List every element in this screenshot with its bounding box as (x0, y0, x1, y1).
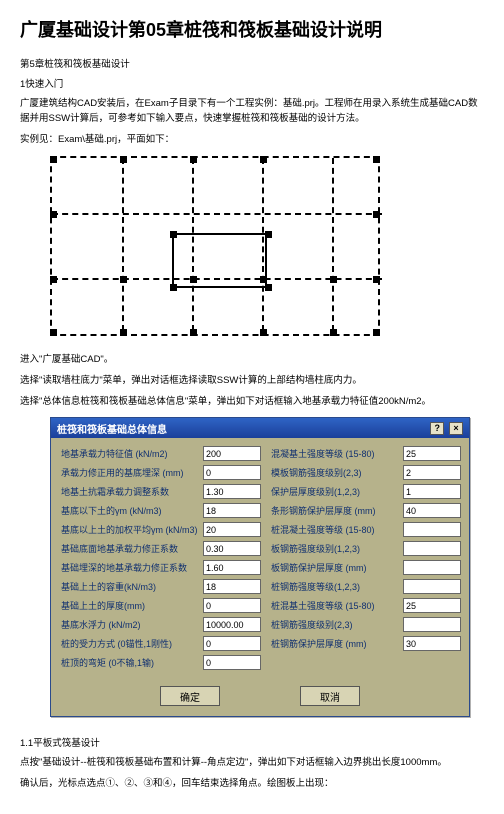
form-field: 地基承载力特征值 (kN/m2) (61, 446, 261, 461)
field-label: 板钢筋强度级别(1,2,3) (271, 542, 403, 555)
form-field: 条形钢筋保护层厚度 (mm) (271, 503, 461, 518)
form-field: 模板钢筋强度级别(2,3) (271, 465, 461, 480)
field-label: 地基承载力特征值 (kN/m2) (61, 447, 203, 460)
form-field: 基底以上土的加权平均γm (kN/m3) (61, 522, 261, 537)
field-label: 保护层厚度级别(1,2,3) (271, 485, 403, 498)
field-label: 桩混凝土强度等级 (15-80) (271, 523, 403, 536)
form-field: 桩钢筋强度等级(1,2,3) (271, 579, 461, 594)
paragraph: 确认后，光标点选点①、②、③和④，回车结束选择角点。绘图板上出现： (20, 776, 484, 791)
paragraph: 实例见：Exam\基础.prj，平面如下： (20, 132, 484, 147)
form-field: 基底水浮力 (kN/m2) (61, 617, 261, 632)
form-field: 桩钢筋强度级别(2,3) (271, 617, 461, 632)
field-input[interactable] (403, 560, 461, 575)
field-input[interactable] (203, 503, 261, 518)
dialog-title: 桩筏和筏板基础总体信息 (57, 421, 167, 436)
field-input[interactable] (203, 617, 261, 632)
form-field: 板钢筋强度级别(1,2,3) (271, 541, 461, 556)
paragraph: 点按"基础设计--桩筏和筏板基础布置和计算--角点定边"，弹出如下对话框输入边界… (20, 755, 484, 770)
field-label: 地基土抗霜承载力调整系数 (61, 485, 203, 498)
form-field: 基底以下土的γm (kN/m3) (61, 503, 261, 518)
field-label: 条形钢筋保护层厚度 (mm) (271, 504, 403, 517)
field-input[interactable] (403, 579, 461, 594)
field-label: 桩的受力方式 (0锚性,1刚性) (61, 637, 203, 650)
field-label: 桩钢筋强度等级(1,2,3) (271, 580, 403, 593)
field-label: 基础上土的容重(kN/m3) (61, 580, 203, 593)
field-label: 板钢筋保护层厚度 (mm) (271, 561, 403, 574)
field-label: 桩顶的弯矩 (0不输,1输) (61, 656, 203, 669)
form-field: 基础底面地基承载力修正系数 (61, 541, 261, 556)
field-input[interactable] (203, 522, 261, 537)
field-input[interactable] (403, 636, 461, 651)
paragraph: 选择"读取墙柱底力"菜单，弹出对话框选择读取SSW计算的上部结构墙柱底内力。 (20, 373, 484, 388)
form-field: 地基土抗霜承载力调整系数 (61, 484, 261, 499)
field-label: 基底以下土的γm (kN/m3) (61, 504, 203, 517)
field-label: 基础上土的厚度(mm) (61, 599, 203, 612)
field-input[interactable] (203, 579, 261, 594)
field-label: 桩钢筋强度级别(2,3) (271, 618, 403, 631)
cancel-button[interactable]: 取消 (300, 686, 360, 706)
field-input[interactable] (403, 598, 461, 613)
form-field: 桩混凝土强度等级 (15-80) (271, 522, 461, 537)
field-input[interactable] (403, 541, 461, 556)
form-field: 桩的受力方式 (0锚性,1刚性) (61, 636, 261, 651)
form-field: 承载力修正用的基底埋深 (mm) (61, 465, 261, 480)
field-input[interactable] (203, 636, 261, 651)
field-label: 基础埋深的地基承载力修正系数 (61, 561, 203, 574)
floor-plan (50, 156, 484, 336)
dialog-titlebar: 桩筏和筏板基础总体信息 ? × (51, 418, 469, 438)
form-field: 基础上土的厚度(mm) (61, 598, 261, 613)
form-field: 桩混基土强度等级 (15-80) (271, 598, 461, 613)
field-input[interactable] (403, 484, 461, 499)
section-heading: 1快速入门 (20, 76, 484, 90)
dialog-window: 桩筏和筏板基础总体信息 ? × 地基承载力特征值 (kN/m2) 混凝基土强度等级… (50, 417, 470, 717)
window-controls: ? × (428, 422, 463, 435)
form-field (271, 655, 461, 670)
form-field: 保护层厚度级别(1,2,3) (271, 484, 461, 499)
form-field: 桩钢筋保护层厚度 (mm) (271, 636, 461, 651)
form-field: 桩顶的弯矩 (0不输,1输) (61, 655, 261, 670)
help-icon[interactable]: ? (430, 422, 444, 435)
field-input[interactable] (403, 503, 461, 518)
paragraph: 选择"总体信息桩筏和筏板基础总体信息"菜单，弹出如下对话框输入地基承载力特征值2… (20, 394, 484, 409)
form-field: 板钢筋保护层厚度 (mm) (271, 560, 461, 575)
field-input[interactable] (403, 446, 461, 461)
field-input[interactable] (203, 598, 261, 613)
field-input[interactable] (203, 655, 261, 670)
form-field: 基础上土的容重(kN/m3) (61, 579, 261, 594)
field-input[interactable] (403, 465, 461, 480)
field-label: 基底水浮力 (kN/m2) (61, 618, 203, 631)
page-title: 广厦基础设计第05章桩筏和筏板基础设计说明 (20, 16, 484, 42)
field-label: 承载力修正用的基底埋深 (mm) (61, 466, 203, 479)
chapter-heading: 第5章桩筏和筏板基础设计 (20, 56, 484, 70)
field-label: 混凝基土强度等级 (15-80) (271, 447, 403, 460)
field-input[interactable] (203, 541, 261, 556)
field-label: 基础底面地基承载力修正系数 (61, 542, 203, 555)
field-label: 模板钢筋强度级别(2,3) (271, 466, 403, 479)
paragraph: 进入"广厦基础CAD"。 (20, 352, 484, 367)
form-field: 混凝基土强度等级 (15-80) (271, 446, 461, 461)
close-icon[interactable]: × (449, 422, 463, 435)
field-label: 桩钢筋保护层厚度 (mm) (271, 637, 403, 650)
field-input[interactable] (403, 522, 461, 537)
field-input[interactable] (403, 617, 461, 632)
field-input[interactable] (203, 446, 261, 461)
paragraph: 广厦建筑结构CAD安装后，在Exam子目录下有一个工程实例：基础.prj。工程师… (20, 96, 484, 126)
section-heading: 1.1平板式筏基设计 (20, 735, 484, 749)
form-field: 基础埋深的地基承载力修正系数 (61, 560, 261, 575)
field-input[interactable] (203, 560, 261, 575)
field-input[interactable] (203, 465, 261, 480)
field-label: 基底以上土的加权平均γm (kN/m3) (61, 523, 203, 536)
field-input[interactable] (203, 484, 261, 499)
ok-button[interactable]: 确定 (160, 686, 220, 706)
field-label: 桩混基土强度等级 (15-80) (271, 599, 403, 612)
